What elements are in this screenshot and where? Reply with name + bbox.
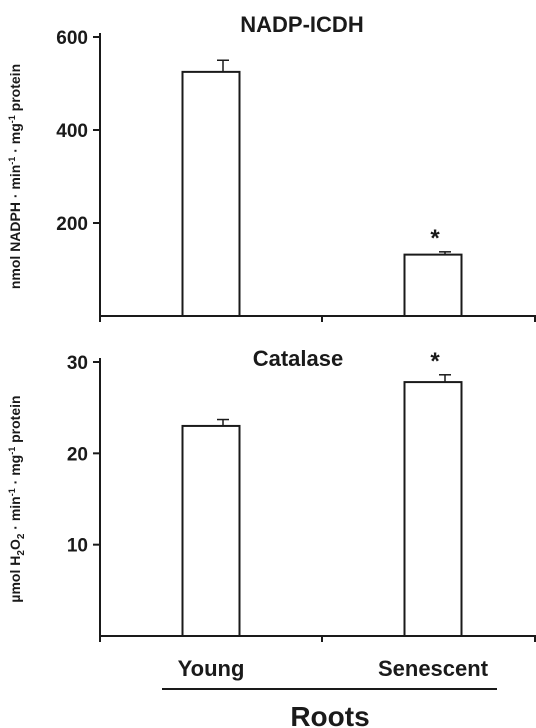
y-axis-label: nmol NADPH · min-1 · mg-1 protein — [7, 64, 23, 289]
bar-young — [181, 424, 241, 637]
panel-nadp-icdh: 200 400 600 * NADP-ICDH nmol NADPH · min-1 · … — [7, 12, 536, 322]
chart-title: Catalase — [253, 346, 344, 371]
y-tick-label: 30 — [67, 353, 88, 374]
significance-marker: * — [430, 225, 440, 252]
chart-title: NADP-ICDH — [240, 12, 363, 37]
bar-senescent — [403, 253, 463, 317]
y-axis-label: µmol H2O2 · min-1 · mg-1 protein — [7, 395, 27, 602]
y-tick-label: 20 — [67, 444, 88, 465]
shared-x-axis: Young Senescent Roots — [162, 656, 497, 728]
x-group-label: Roots — [290, 701, 369, 728]
y-tick-label: 600 — [56, 28, 88, 49]
significance-marker: * — [430, 348, 440, 375]
panel-catalase: 10 20 30 * Catalase µmol H2O2 · min-1 · mg-1 … — [7, 346, 536, 642]
y-tick-label: 10 — [67, 536, 88, 557]
y-tick-label: 200 — [56, 214, 88, 235]
x-category-label: Young — [178, 656, 245, 681]
y-tick-label: 400 — [56, 121, 88, 142]
bar-senescent — [403, 381, 463, 637]
x-category-label: Senescent — [378, 656, 489, 681]
bar-young — [181, 70, 241, 317]
